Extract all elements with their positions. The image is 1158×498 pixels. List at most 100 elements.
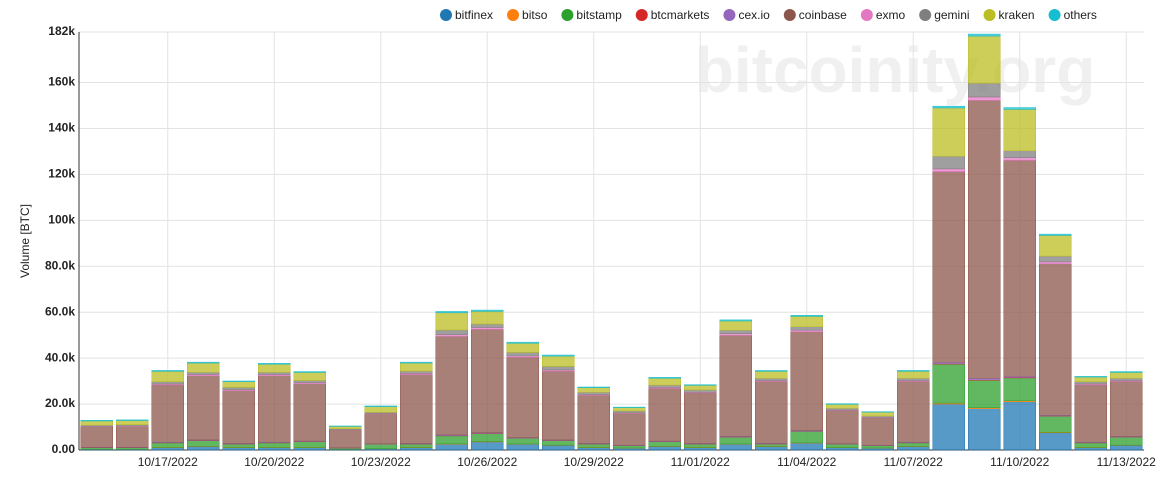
bar-segment: [1039, 432, 1072, 451]
bar-segment: [116, 425, 149, 448]
legend-swatch: [507, 9, 520, 21]
bar-segment: [506, 352, 539, 357]
bar-segment: [897, 371, 930, 379]
bar-segment: [648, 388, 681, 442]
bar-segment: [684, 389, 717, 393]
legend-item[interactable]: bitso: [507, 8, 548, 22]
bar-segment: [790, 315, 823, 317]
bar-segment: [932, 156, 965, 170]
legend-item[interactable]: cex.io: [723, 8, 770, 22]
bar-segment: [755, 371, 788, 379]
bar-segment: [1110, 445, 1143, 451]
legend-label: others: [1064, 8, 1097, 22]
bar-segment: [719, 436, 752, 445]
bar-segment: [187, 440, 220, 447]
legend-swatch: [860, 9, 873, 21]
y-tick-label: 120k: [48, 167, 75, 181]
bar-segment: [1039, 263, 1072, 416]
legend-item[interactable]: btcmarkets: [635, 8, 710, 22]
legend-item[interactable]: exmo: [860, 8, 906, 22]
bar-segment: [435, 435, 468, 445]
bar-segment: [400, 361, 433, 364]
legend-item[interactable]: gemini: [919, 8, 970, 22]
legend-label: coinbase: [799, 8, 847, 22]
bar-segment: [222, 443, 255, 448]
bar-segment: [471, 329, 504, 433]
bar-segment: [968, 379, 1001, 408]
bar-segment: [471, 441, 504, 451]
bar-segment: [577, 386, 610, 388]
bar-segment: [364, 443, 397, 449]
bar-segment: [932, 363, 965, 404]
legend-item[interactable]: coinbase: [783, 8, 847, 22]
bar-segment: [258, 363, 291, 365]
bar-segment: [400, 374, 433, 444]
bar-segment: [542, 366, 575, 371]
bar-segment: [542, 370, 575, 441]
legend-item[interactable]: kraken: [983, 8, 1035, 22]
bar-segment: [151, 442, 184, 448]
bar-segment: [719, 320, 752, 331]
bar-segment: [506, 438, 539, 445]
bar-segment: [222, 380, 255, 382]
y-tick-label: 40.0k: [45, 350, 75, 364]
bar-segment: [755, 446, 788, 451]
bar-segment: [293, 383, 326, 442]
y-tick-label: 80.0k: [45, 258, 75, 272]
bar-segment: [790, 431, 823, 444]
bar-segment: [187, 362, 220, 373]
x-tick-label: 10/17/2022: [138, 455, 198, 469]
x-tick-label: 10/29/2022: [564, 455, 624, 469]
legend-swatch: [983, 9, 996, 21]
bar-segment: [684, 392, 717, 444]
bar-segment: [1003, 160, 1036, 377]
bar-segment: [435, 311, 468, 314]
legend-label: bitso: [522, 8, 548, 22]
bar-segment: [648, 384, 681, 388]
bar-segment: [80, 426, 113, 448]
bar-segment: [222, 381, 255, 388]
bar-segment: [684, 447, 717, 451]
legend-swatch: [1048, 9, 1061, 21]
bar-segment: [80, 420, 113, 422]
y-tick-label: 60.0k: [45, 304, 75, 318]
bar-segment: [861, 447, 894, 451]
bar-segment: [648, 441, 681, 447]
y-axis-label: Volume [BTC]: [18, 204, 32, 278]
bar-segment: [258, 375, 291, 443]
bar-segment: [1003, 377, 1036, 402]
bar-segment: [435, 335, 468, 436]
legend-item[interactable]: bitstamp: [561, 8, 622, 22]
bar-segment: [542, 440, 575, 446]
bar-segment: [1003, 107, 1036, 110]
bar-segment: [506, 343, 539, 353]
bar-segment: [364, 413, 397, 445]
bar-segment: [861, 445, 894, 449]
bar-segment: [719, 319, 752, 322]
legend-swatch: [723, 9, 736, 21]
bar-segment: [542, 354, 575, 357]
legend-swatch: [919, 9, 932, 21]
bar-segment: [471, 327, 504, 330]
bar-segment: [471, 311, 504, 325]
bar-segment: [116, 420, 149, 425]
bar-segment: [506, 444, 539, 451]
legend-item[interactable]: others: [1048, 8, 1097, 22]
bar-segment: [151, 381, 184, 385]
bar-segment: [897, 381, 930, 443]
bar-segment: [577, 392, 610, 395]
bar-segment: [364, 405, 397, 407]
y-tick-label: 140k: [48, 121, 75, 135]
x-tick-label: 10/23/2022: [351, 455, 411, 469]
bar-segment: [755, 370, 788, 372]
x-tick-label: 10/20/2022: [244, 455, 304, 469]
bar-segment: [329, 429, 362, 449]
legend-label: bitstamp: [576, 8, 622, 22]
bar-segment: [542, 445, 575, 451]
legend-label: bitfinex: [455, 8, 493, 22]
y-tick-label: 0.00: [52, 442, 76, 456]
legend-item[interactable]: bitfinex: [440, 8, 493, 22]
bar-segment: [861, 417, 894, 446]
bar-segment: [790, 316, 823, 328]
legend-swatch: [635, 9, 648, 21]
